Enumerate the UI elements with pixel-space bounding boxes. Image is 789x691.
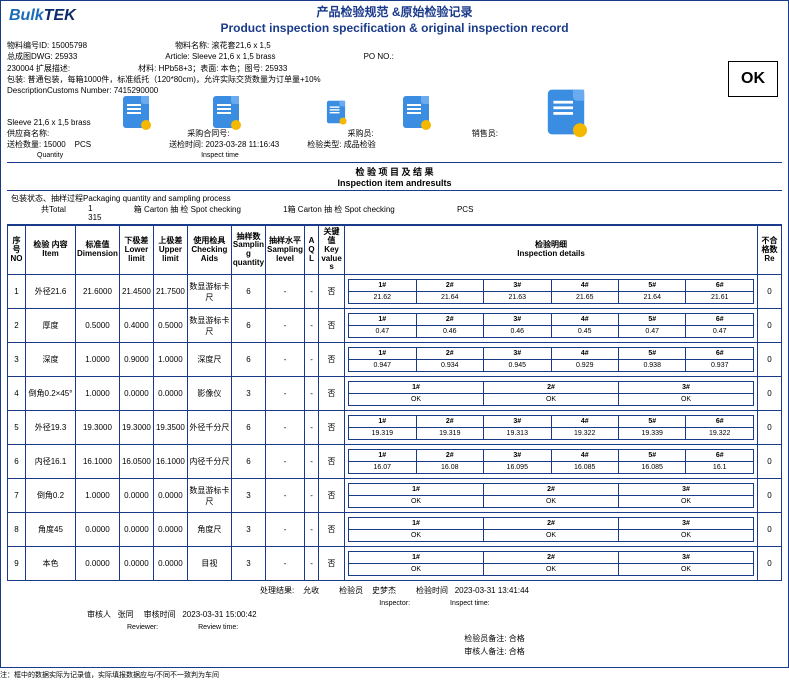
ok-badge: OK [728,61,778,97]
table-row: 1外径21.621.600021.450021.7500数显游标卡尺6--否1#… [8,275,782,309]
doc-icon [547,90,583,135]
table-row: 9本色0.00000.00000.0000目视3--否1#2#3#OKOKOK0 [8,547,782,581]
logo: BulkTEK [9,7,76,25]
table-row: 6内径16.116.100016.050016.1000内径千分尺6--否1#2… [8,445,782,479]
table-row: 7倒角0.21.00000.00000.0000数显游标卡尺3--否1#2#3#… [8,479,782,513]
table-row: 5外径19.319.300019.300019.3500外径千分尺6--否1#2… [8,411,782,445]
header-info: 物料编号ID: 15005798 物料名称: 滚花套21,6 x 1,5 总成图… [7,40,782,160]
table-row: 2厚度0.50000.40000.5000数显游标卡尺6--否1#2#3#4#5… [8,309,782,343]
doc-icon [403,96,429,128]
table-row: 8角度450.00000.00000.0000角度尺3--否1#2#3#OKOK… [8,513,782,547]
doc-icon [213,96,239,128]
sampling-info: 包装状态、抽样过程Packaging quantity and sampling… [7,191,782,225]
document-title: 产品检验规范 &原始检验记录 Product inspection specif… [7,5,782,36]
doc-icon [327,101,345,123]
inspection-document: BulkTEK 产品检验规范 &原始检验记录 Product inspectio… [0,0,789,668]
inspection-table: 序号 NO 检验 内容 Item 标准值 Dimension 下极差 Lower… [7,225,782,581]
doc-icon [123,96,149,128]
footer: 处理结果: 允收 检验员 史梦杰 检验时间 2023-03-31 13:41:4… [7,581,782,663]
section-title: 检 验 项 目 及 结 果 Inspection item andresults [7,162,782,191]
table-row: 4倒角0.2×45°1.00000.00000.0000影像仪3--否1#2#3… [8,377,782,411]
table-row: 3深度1.00000.90001.0000深度尺6--否1#2#3#4#5#6#… [8,343,782,377]
footnote: 注：框中的数据实际为记录值，实际填报数据应与/不同不一致判为车间 [0,670,789,680]
